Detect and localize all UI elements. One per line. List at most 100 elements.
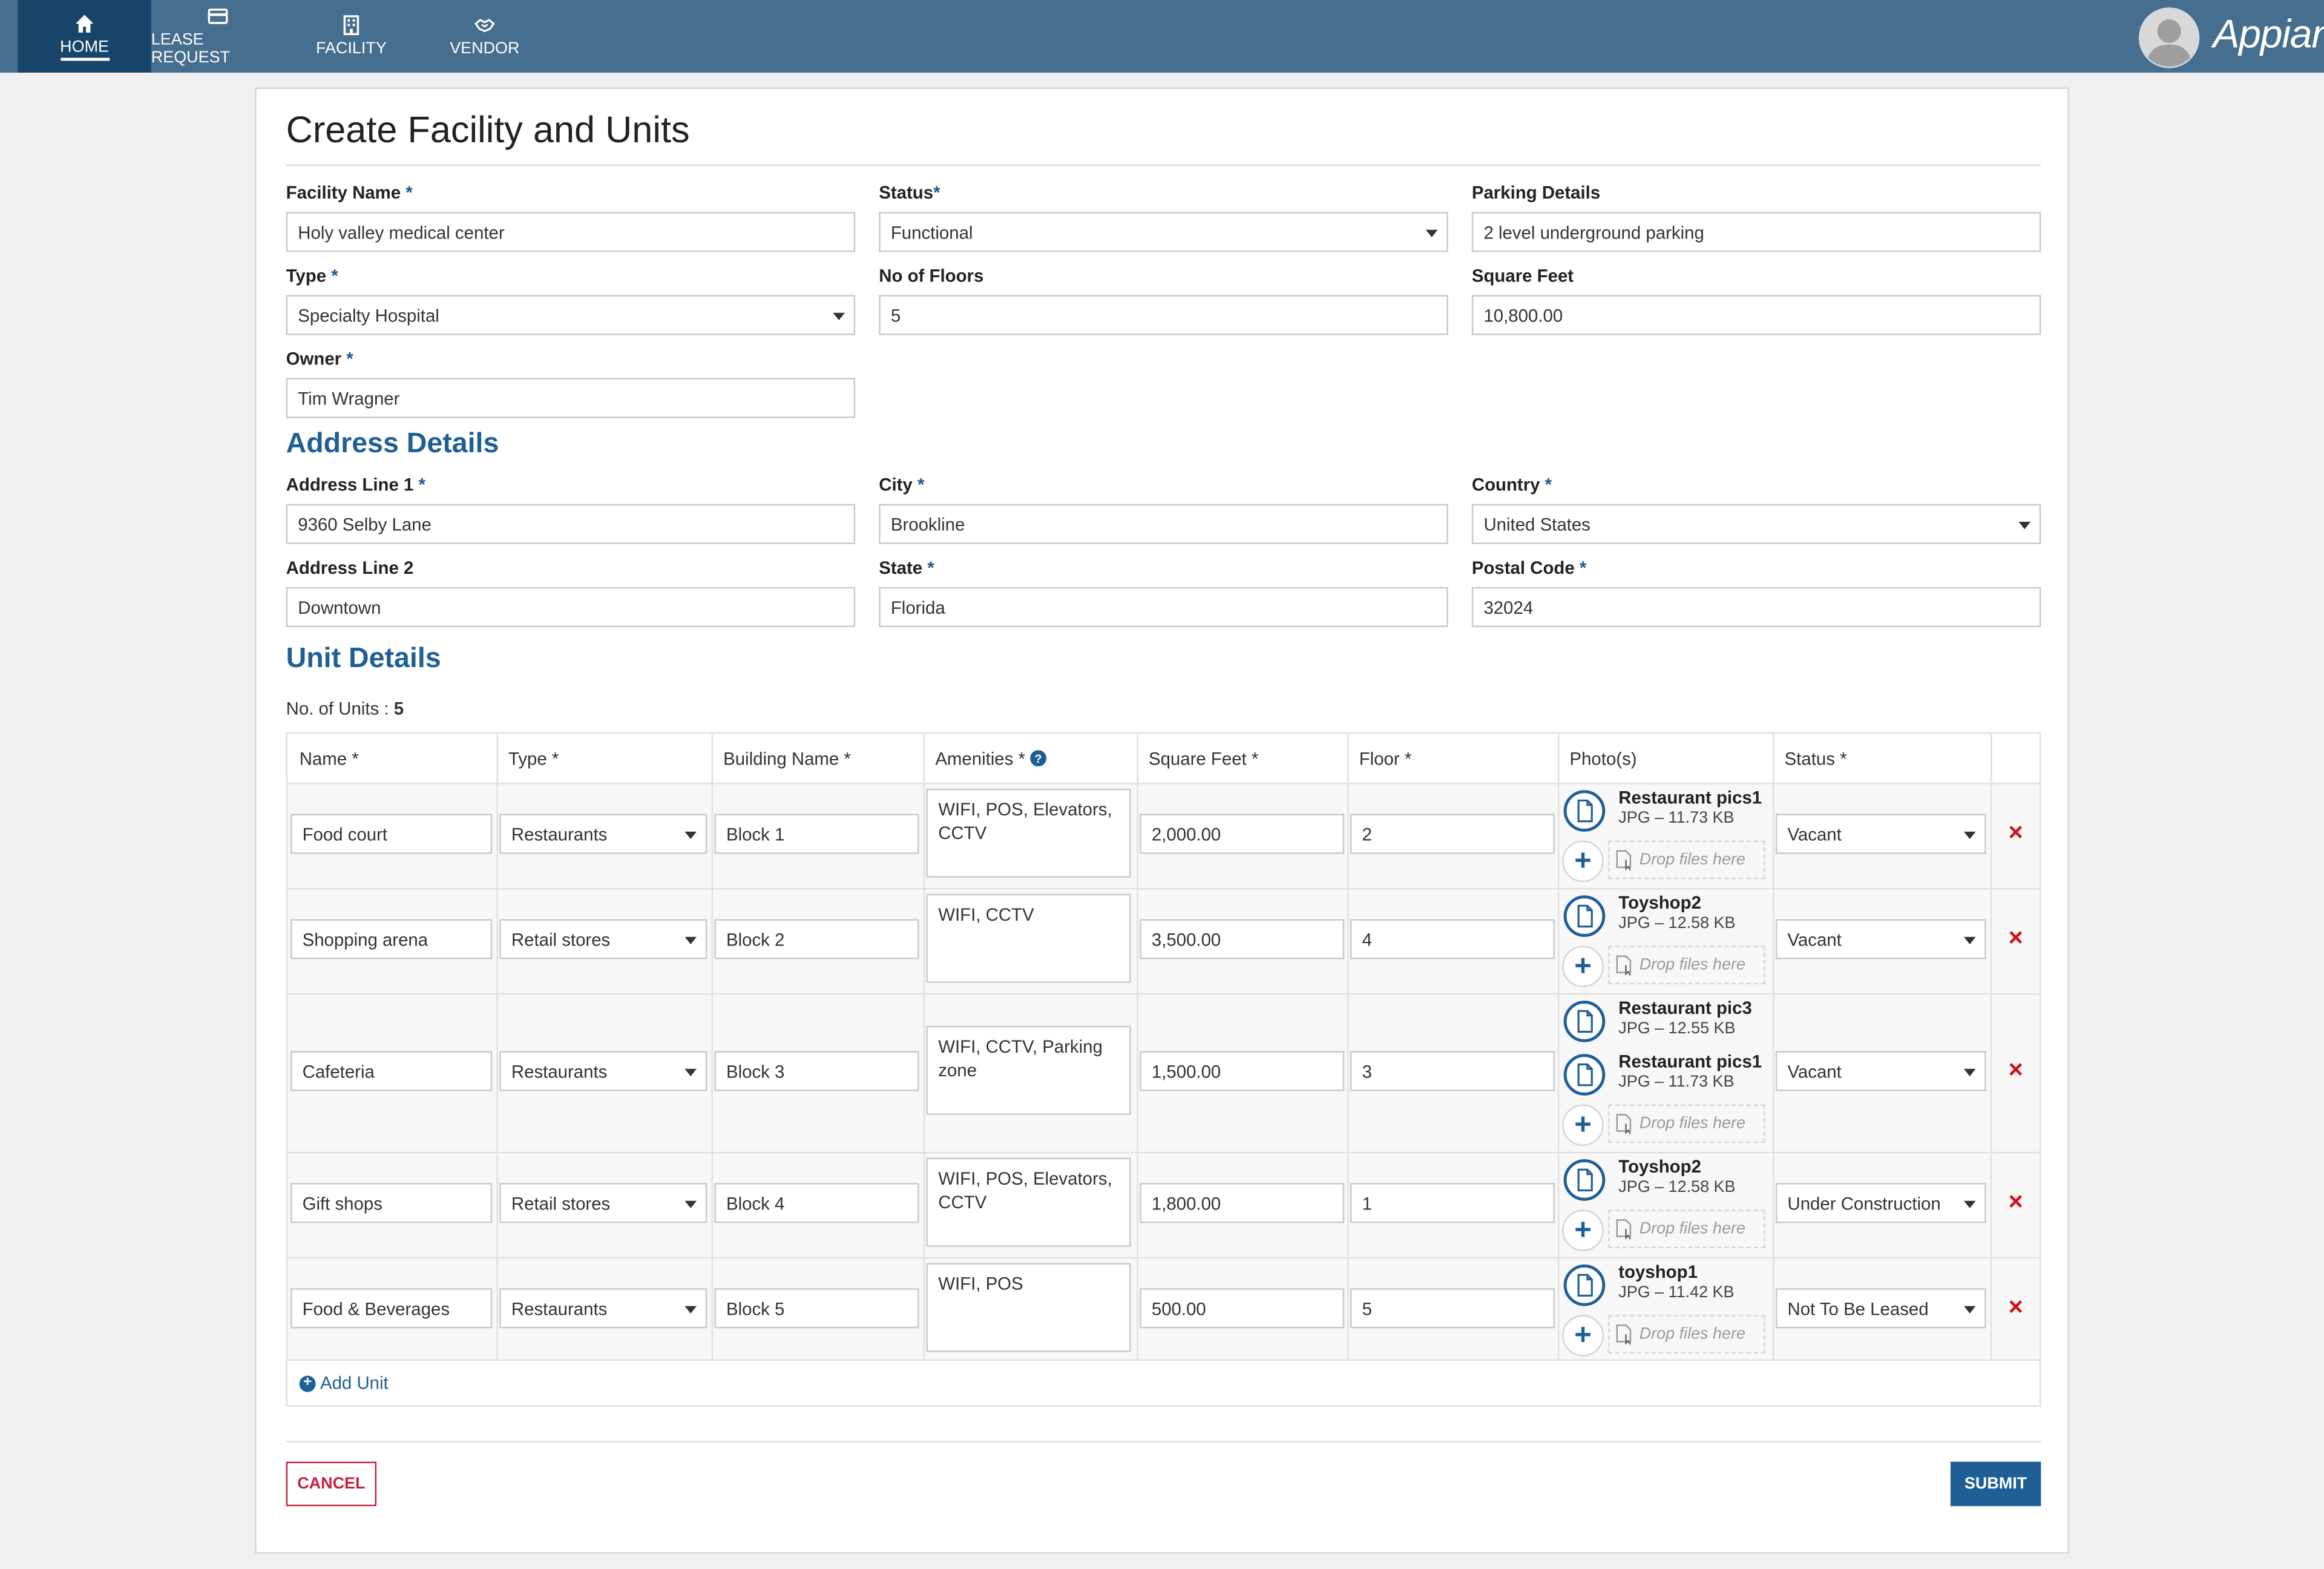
nav-label: HOME [60,38,110,61]
unit-sqft-input[interactable]: 2,000.00 [1140,814,1345,854]
postal-input[interactable]: 32024 [1471,587,2041,627]
footer-divider [286,1441,2041,1442]
unit-status-select[interactable]: Vacant [1775,814,1986,854]
unit-building-input[interactable]: Block 2 [714,919,919,959]
nav-lease-request[interactable]: LEASE REQUEST [151,0,284,73]
unit-name-input[interactable]: Shopping arena [290,919,493,959]
facility-name-label: Facility Name * [286,182,413,203]
col-head-sqft: Square Feet * [1148,748,1259,769]
remove-row-icon[interactable]: × [2008,1187,2023,1216]
city-label: City * [879,474,925,495]
column-divider [1557,734,1560,1360]
unit-amenities-input[interactable]: WIFI, CCTV, Parking zone [926,1025,1131,1115]
floors-input[interactable]: 5 [879,295,1448,335]
photo-file-name: Toyshop2 [1618,892,1701,913]
file-drop-icon [1616,1219,1632,1240]
city-input[interactable]: Brookline [879,504,1448,544]
unit-sqft-input[interactable]: 500.00 [1140,1288,1345,1329]
plus-icon[interactable]: + [1562,840,1604,883]
drop-zone[interactable]: Drop files here [1608,946,1765,985]
remove-row-icon[interactable]: × [2008,1055,2023,1084]
plus-icon[interactable]: + [1562,946,1604,988]
unit-type-select[interactable]: Restaurants [499,814,707,854]
chevron-down-icon [1963,1068,1976,1076]
nav-facility[interactable]: FACILITY [284,0,418,73]
unit-status-select[interactable]: Vacant [1775,1051,1986,1091]
unit-floor-input[interactable]: 2 [1350,814,1555,854]
state-input[interactable]: Florida [879,587,1448,627]
unit-amenities-input[interactable]: WIFI, CCTV [926,893,1131,983]
unit-amenities-input[interactable]: WIFI, POS, Elevators, CCTV [926,788,1131,878]
unit-amenities-input[interactable]: WIFI, POS, Elevators, CCTV [926,1157,1131,1247]
submit-button[interactable]: SUBMIT [1950,1461,2041,1507]
unit-type-select[interactable]: Retail stores [499,1183,707,1223]
unit-building-input[interactable]: Block 5 [714,1288,919,1329]
unit-sqft-input[interactable]: 3,500.00 [1140,919,1345,959]
sqft-label: Square Feet [1471,265,1574,286]
type-select[interactable]: Specialty Hospital [286,295,856,335]
row-divider [287,1257,2040,1259]
chevron-down-icon [1963,1200,1976,1208]
drop-zone[interactable]: Drop files here [1608,1104,1765,1143]
unit-status-select[interactable]: Under Construction [1775,1183,1986,1223]
unit-amenities-input[interactable]: WIFI, POS [926,1263,1131,1352]
cancel-button[interactable]: CANCEL [286,1461,377,1507]
svg-text:?: ? [1035,752,1042,766]
unit-status-select[interactable]: Vacant [1775,919,1986,959]
plus-icon[interactable]: + [1562,1315,1604,1357]
help-icon[interactable]: ? [1030,750,1047,767]
unit-sqft-input[interactable]: 1,800.00 [1140,1183,1345,1223]
nav-label: LEASE REQUEST [151,30,231,66]
unit-type-select[interactable]: Restaurants [499,1288,707,1329]
unit-name-input[interactable]: Gift shops [290,1183,493,1223]
unit-type-select[interactable]: Restaurants [499,1051,707,1091]
country-select[interactable]: United States [1471,504,2041,544]
row-divider [287,887,2040,890]
address-line1-input[interactable]: 9360 Selby Lane [286,504,856,544]
column-divider [711,734,713,1360]
nav-vendor[interactable]: VENDOR [418,0,551,73]
title-divider [286,164,2041,166]
drop-zone[interactable]: Drop files here [1608,1209,1765,1249]
remove-row-icon[interactable]: × [2008,923,2023,952]
status-select[interactable]: Functional [879,212,1448,252]
document-icon [1563,1159,1606,1201]
unit-building-input[interactable]: Block 3 [714,1051,919,1091]
unit-floor-input[interactable]: 1 [1350,1183,1555,1223]
add-unit-link[interactable]: + Add Unit [299,1373,389,1393]
unit-status-select[interactable]: Not To Be Leased [1775,1288,1986,1329]
drop-zone[interactable]: Drop files here [1608,840,1765,880]
unit-building-input[interactable]: Block 4 [714,1183,919,1223]
column-divider [1773,734,1774,1360]
plus-icon[interactable]: + [1562,1209,1604,1251]
photo-file-meta: JPG – 11.42 KB [1618,1283,1735,1302]
units-count: No. of Units : 5 [286,698,404,719]
unit-floor-input[interactable]: 3 [1350,1051,1555,1091]
unit-type-select[interactable]: Retail stores [499,919,707,959]
remove-row-icon[interactable]: × [2008,818,2023,847]
nav-home[interactable]: HOME [18,0,151,73]
sqft-input[interactable]: 10,800.00 [1471,295,2041,335]
address-line2-input[interactable]: Downtown [286,587,856,627]
unit-name-input[interactable]: Food & Beverages [290,1288,493,1329]
facility-name-input[interactable]: Holy valley medical center [286,212,856,252]
column-divider [923,734,925,1360]
photo-file-name: Toyshop2 [1618,1156,1701,1177]
parking-input[interactable]: 2 level underground parking [1471,212,2041,252]
photo-upload: + Drop files here [1562,1104,1768,1146]
document-icon [1563,1264,1606,1306]
address-line2-label: Address Line 2 [286,557,414,579]
unit-name-input[interactable]: Food court [290,814,493,854]
unit-floor-input[interactable]: 4 [1350,919,1555,959]
drop-zone[interactable]: Drop files here [1608,1315,1765,1354]
plus-icon[interactable]: + [1562,1104,1604,1146]
building-icon [343,15,359,35]
unit-name-input[interactable]: Cafeteria [290,1051,493,1091]
owner-input[interactable]: Tim Wragner [286,378,856,418]
unit-sqft-input[interactable]: 1,500.00 [1140,1051,1345,1091]
user-avatar[interactable] [2138,7,2200,68]
unit-floor-input[interactable]: 5 [1350,1288,1555,1329]
photo-file-name: Restaurant pics1 [1618,787,1762,808]
unit-building-input[interactable]: Block 1 [714,814,919,854]
remove-row-icon[interactable]: × [2008,1292,2023,1321]
